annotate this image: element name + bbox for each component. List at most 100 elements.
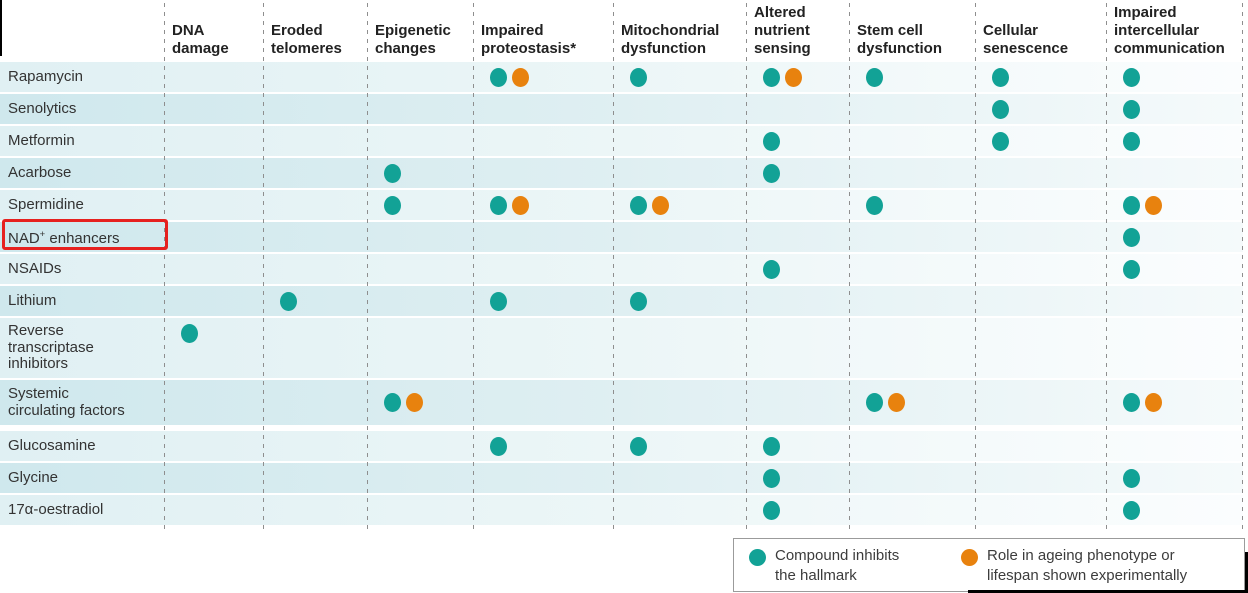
row-label-text: Acarbose (8, 163, 72, 181)
compound-row-reverse-transcriptase-inhibitors: Reverse transcriptase inhibitors (0, 318, 1243, 378)
matrix-cell (165, 318, 264, 378)
column-header-line: senescence (983, 40, 1069, 57)
matrix-cell (165, 380, 264, 425)
matrix-cell (165, 190, 264, 220)
matrix-cell (165, 62, 264, 92)
matrix-cell (747, 431, 850, 461)
inhibits-dot (490, 291, 507, 311)
matrix-cell (474, 126, 614, 156)
matrix-cell (850, 254, 976, 284)
inhibits-dot (490, 67, 507, 87)
column-header-line: proteostasis* (481, 40, 577, 57)
matrix-cell (368, 254, 474, 284)
matrix-cell (850, 463, 976, 493)
inhibits-dot (763, 468, 780, 488)
row-label: Systemic circulating factors (0, 380, 165, 425)
inhibits-legend-dot (749, 549, 766, 566)
inhibits-dot (384, 163, 401, 183)
column-header-line: Eroded (271, 22, 323, 39)
compound-row-rapamycin: Rapamycin (0, 62, 1243, 92)
column-header-impaired-intercellular-communication: Impaired intercellular communication (1107, 4, 1243, 62)
row-label-segment: NAD (8, 229, 40, 247)
column-header-row: DNA damage Eroded telomeres Epigenetic change… (0, 0, 1243, 62)
legend-text-line: lifespan shown experimentally (987, 566, 1188, 584)
matrix-cell (614, 495, 747, 525)
matrix-cell (264, 126, 368, 156)
matrix-cell (850, 190, 976, 220)
matrix-cell (976, 286, 1107, 316)
row-label: NSAIDs (0, 254, 165, 284)
row-label-text: Metformin (8, 131, 75, 149)
inhibits-dot (992, 67, 1009, 87)
column-header-line: communication (1114, 40, 1225, 57)
compound-row-acarbose: Acarbose (0, 158, 1243, 188)
experimental-dot (1145, 195, 1162, 215)
column-header-line: dysfunction (857, 40, 942, 57)
matrix-cell (976, 126, 1107, 156)
inhibits-dot (181, 324, 198, 343)
matrix-cell (614, 94, 747, 124)
matrix-cell (976, 94, 1107, 124)
row-label: Metformin (0, 126, 165, 156)
compound-row-spermidine: Spermidine (0, 190, 1243, 220)
column-header-line: Stem cell (857, 22, 923, 39)
matrix-cell (474, 158, 614, 188)
inhibits-dot (763, 436, 780, 456)
matrix-cell (165, 222, 264, 252)
row-label: Glucosamine (0, 431, 165, 461)
matrix-cell (850, 126, 976, 156)
matrix-cell (976, 190, 1107, 220)
row-label: Glycine (0, 463, 165, 493)
row-label: Reverse transcriptase inhibitors (0, 318, 165, 378)
matrix-cell (474, 380, 614, 425)
compound-row-metformin: Metformin (0, 126, 1243, 156)
matrix-cell (850, 318, 976, 378)
column-header-impaired-proteostasis: Impaired proteostasis* (474, 22, 614, 62)
matrix-cell (614, 463, 747, 493)
row-label-text: Senolytics (8, 99, 77, 117)
row-label-text: NAD+ enhancers (8, 227, 119, 248)
matrix-cell (165, 254, 264, 284)
inhibits-dot (763, 259, 780, 279)
matrix-cell (368, 495, 474, 525)
inhibits-dot (384, 393, 401, 412)
matrix-cell (614, 190, 747, 220)
matrix-cell (1107, 380, 1243, 425)
matrix-cell (368, 190, 474, 220)
matrix-cell (165, 463, 264, 493)
matrix-cell (474, 94, 614, 124)
inhibits-dot (630, 291, 647, 311)
matrix-cell (614, 431, 747, 461)
row-label-segment: enhancers (45, 229, 120, 247)
column-header-line: DNA (172, 22, 205, 39)
column-header-line: dysfunction (621, 40, 706, 57)
matrix-cell (747, 380, 850, 425)
matrix-cell (1107, 126, 1243, 156)
row-label: Lithium (0, 286, 165, 316)
matrix-cell (474, 463, 614, 493)
inhibits-dot (763, 67, 780, 87)
matrix-cell (614, 222, 747, 252)
matrix-cell (474, 190, 614, 220)
legend-text-line: the hallmark (775, 566, 857, 584)
inhibits-dot (866, 67, 883, 87)
inhibits-dot (384, 195, 401, 215)
inhibits-dot (763, 131, 780, 151)
crop-artifact-left-edge (0, 0, 2, 56)
row-label-text: Rapamycin (8, 67, 84, 85)
inhibits-dot (992, 131, 1009, 151)
matrix-cell (850, 158, 976, 188)
row-label: Acarbose (0, 158, 165, 188)
column-header-stem-cell-dysfunction: Stem cell dysfunction (850, 22, 976, 62)
experimental-dot (785, 67, 802, 87)
matrix-cell (976, 62, 1107, 92)
matrix-cell (850, 62, 976, 92)
matrix-cell (614, 286, 747, 316)
column-header-line: nutrient (754, 22, 810, 39)
matrix-cell (850, 495, 976, 525)
matrix-cell (368, 431, 474, 461)
matrix-cell (1107, 286, 1243, 316)
matrix-cell (264, 94, 368, 124)
inhibits-dot (1123, 227, 1140, 247)
